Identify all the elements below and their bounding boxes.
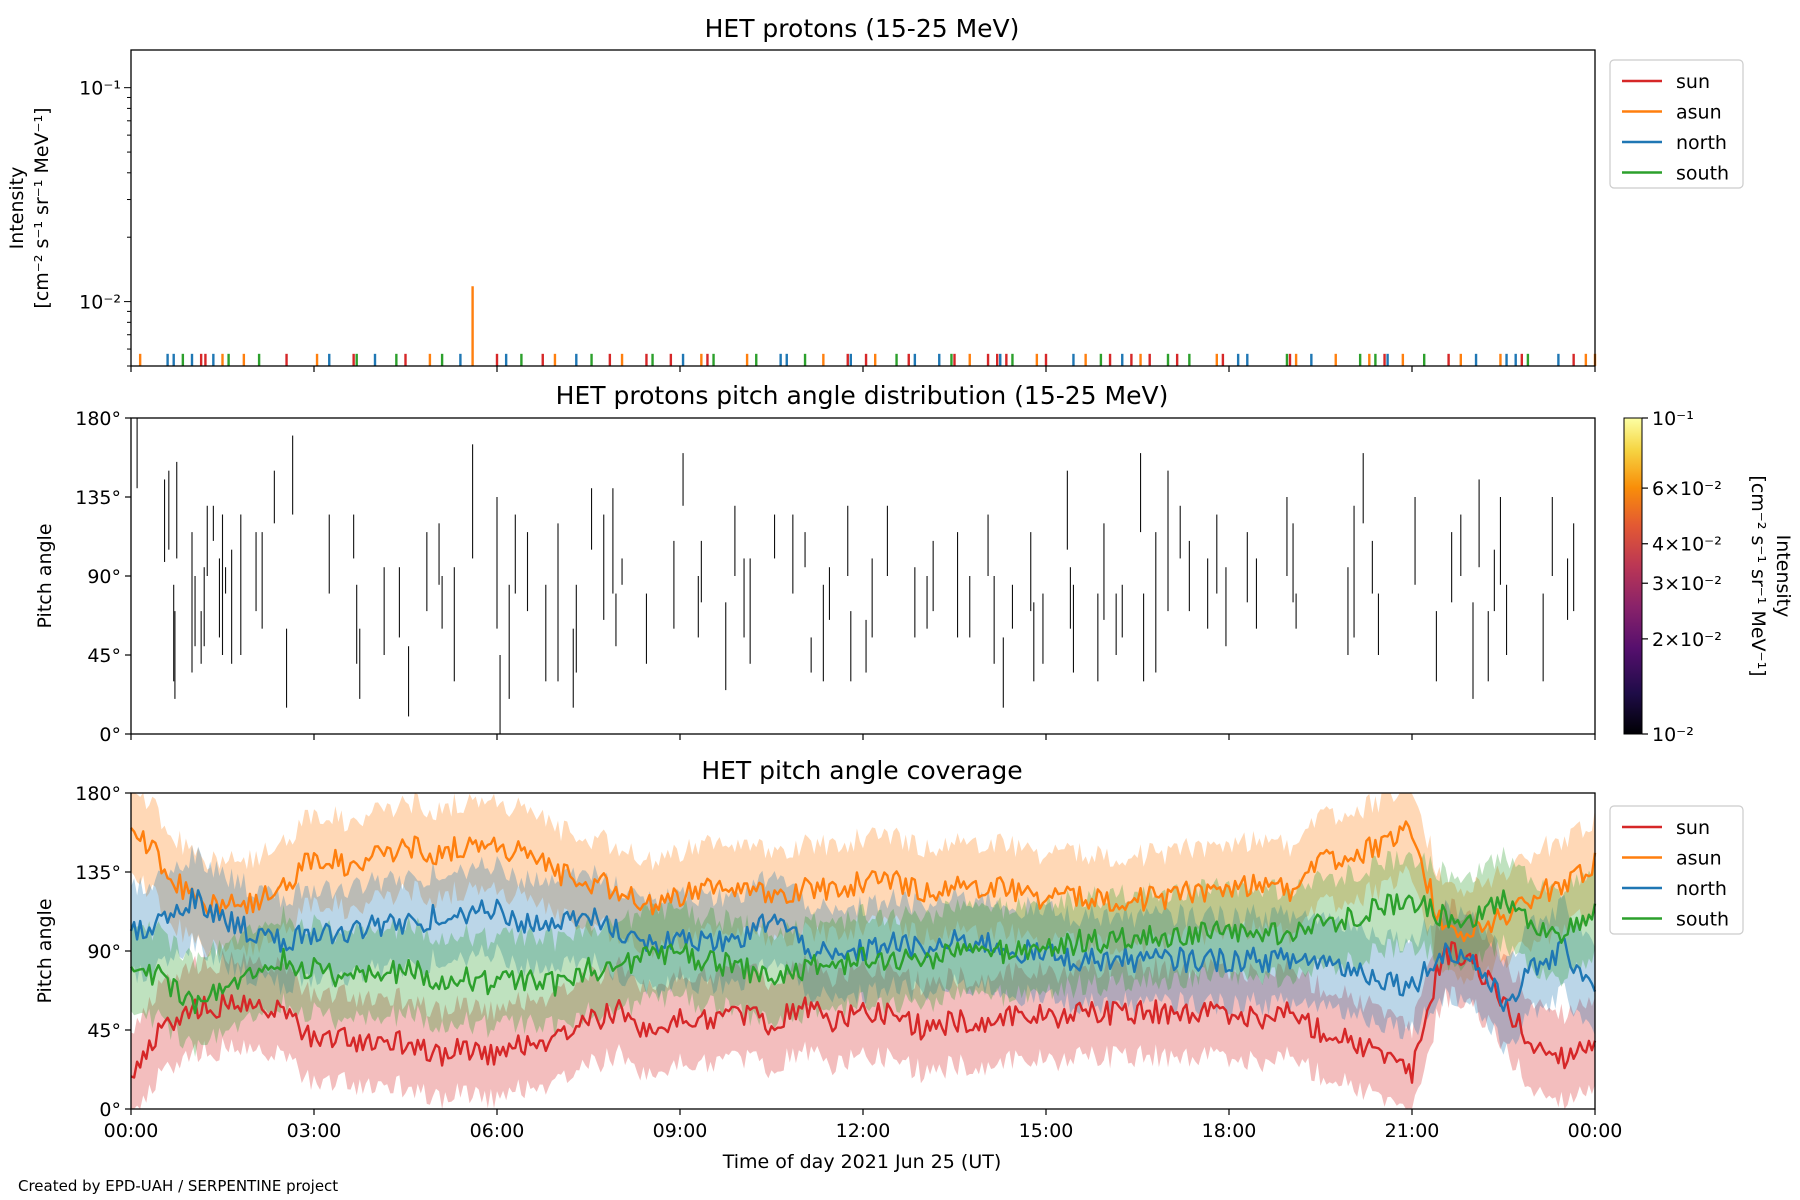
y-tick-label: 180° bbox=[75, 783, 121, 805]
intensity-legend: sun asun north south bbox=[1609, 59, 1744, 189]
colorbar-tick-label: 10⁻¹ bbox=[1652, 408, 1694, 430]
coverage-lines-group bbox=[129, 820, 1597, 1084]
coverage-ylabel: Pitch angle bbox=[34, 898, 56, 1003]
y-tick-label: 135° bbox=[75, 487, 121, 509]
x-tick-label: 12:00 bbox=[836, 1120, 891, 1142]
y-tick-label: 135° bbox=[75, 862, 121, 884]
x-tick-label: 15:00 bbox=[1019, 1120, 1074, 1142]
x-tick-label: 03:00 bbox=[287, 1120, 342, 1142]
coverage-xlabel: Time of day 2021 Jun 25 (UT) bbox=[722, 1151, 1002, 1173]
y-tick-label: 0° bbox=[99, 1099, 121, 1121]
x-tick-label: 21:00 bbox=[1385, 1120, 1440, 1142]
colorbar-tick-label: 3×10⁻² bbox=[1652, 573, 1722, 595]
coverage-legend: sun asun north south bbox=[1609, 805, 1744, 935]
pad-axes: 0° 45° 90° 135° 180° bbox=[75, 408, 1596, 746]
x-tick-label: 06:00 bbox=[470, 1120, 525, 1142]
south-coverage-line bbox=[130, 889, 1597, 1015]
x-tick-label: 00:00 bbox=[104, 1120, 159, 1142]
legend-label-sun: sun bbox=[1676, 817, 1710, 839]
legend-label-asun: asun bbox=[1676, 102, 1722, 124]
y-tick-label: 90° bbox=[87, 941, 121, 963]
legend-box bbox=[1609, 805, 1744, 935]
legend-label-south: south bbox=[1676, 163, 1729, 185]
y-tick-label: 45° bbox=[87, 1020, 121, 1042]
x-tick-label: 09:00 bbox=[653, 1120, 708, 1142]
colorbar-tick-label: 10⁻² bbox=[1652, 724, 1694, 746]
legend-label-asun: asun bbox=[1676, 848, 1722, 870]
pad-panel-title: HET protons pitch angle distribution (15… bbox=[556, 381, 1169, 410]
y-tick-label: 90° bbox=[87, 566, 121, 588]
legend-label-north: north bbox=[1676, 132, 1727, 154]
coverage-axes: 0° 45° 90° 135° 180° 00:00 03:00 06:00 09:00 12:0… bbox=[75, 783, 1622, 1142]
intensity-plot-frame bbox=[130, 49, 1596, 367]
colorbar-tick-label: 2×10⁻² bbox=[1652, 629, 1722, 651]
intensity-ylabel-line1: Intensity bbox=[6, 167, 28, 250]
legend-label-south: south bbox=[1676, 909, 1729, 931]
intensity-series-group bbox=[138, 286, 1597, 366]
y-tick-label: 45° bbox=[87, 645, 121, 667]
intensity-panel: HET protons (15-25 MeV) 10⁻¹ 10⁻² Intensi… bbox=[6, 14, 1744, 372]
legend-label-sun: sun bbox=[1676, 71, 1710, 93]
colorbar: 10⁻¹ 6×10⁻² 4×10⁻² 3×10⁻² 2×10⁻² 10⁻² bbox=[1623, 408, 1722, 746]
legend-label-north: north bbox=[1676, 878, 1727, 900]
colorbar-tick-label: 6×10⁻² bbox=[1652, 478, 1722, 500]
colorbar-bar bbox=[1623, 417, 1643, 735]
asun-coverage-line bbox=[130, 820, 1597, 943]
pad-panel: HET protons pitch angle distribution (15… bbox=[34, 381, 1794, 746]
sun-coverage-line bbox=[130, 941, 1597, 1084]
pad-ylabel: Pitch angle bbox=[34, 523, 56, 628]
coverage-panel-title: HET pitch angle coverage bbox=[701, 756, 1022, 785]
coverage-panel: HET pitch angle coverage 0° 45° 90° 135° 180… bbox=[34, 756, 1744, 1173]
pad-segments-group bbox=[136, 418, 1575, 734]
colorbar-tick-label: 4×10⁻² bbox=[1652, 534, 1722, 556]
intensity-axes: 10⁻¹ 10⁻² bbox=[79, 78, 1596, 372]
pad-plot-frame bbox=[130, 417, 1596, 735]
y-tick-label: 180° bbox=[75, 408, 121, 430]
x-tick-label: 18:00 bbox=[1202, 1120, 1257, 1142]
y-tick-label: 0° bbox=[99, 724, 121, 746]
y-tick-label: 10⁻² bbox=[79, 292, 121, 314]
footer-credit: Created by EPD-UAH / SERPENTINE project bbox=[18, 1177, 338, 1195]
colorbar-label-line1: Intensity bbox=[1772, 535, 1794, 618]
north-coverage-line bbox=[129, 887, 1597, 1013]
y-tick-label: 10⁻¹ bbox=[79, 78, 121, 100]
intensity-ylabel-line2: [cm⁻² s⁻¹ sr⁻¹ MeV⁻¹] bbox=[31, 107, 53, 308]
intensity-panel-title: HET protons (15-25 MeV) bbox=[705, 14, 1020, 43]
legend-box bbox=[1609, 59, 1744, 189]
x-tick-label: 00:00 bbox=[1568, 1120, 1623, 1142]
colorbar-label-line2: [cm⁻² s⁻¹ sr⁻¹ MeV⁻¹] bbox=[1747, 475, 1769, 676]
